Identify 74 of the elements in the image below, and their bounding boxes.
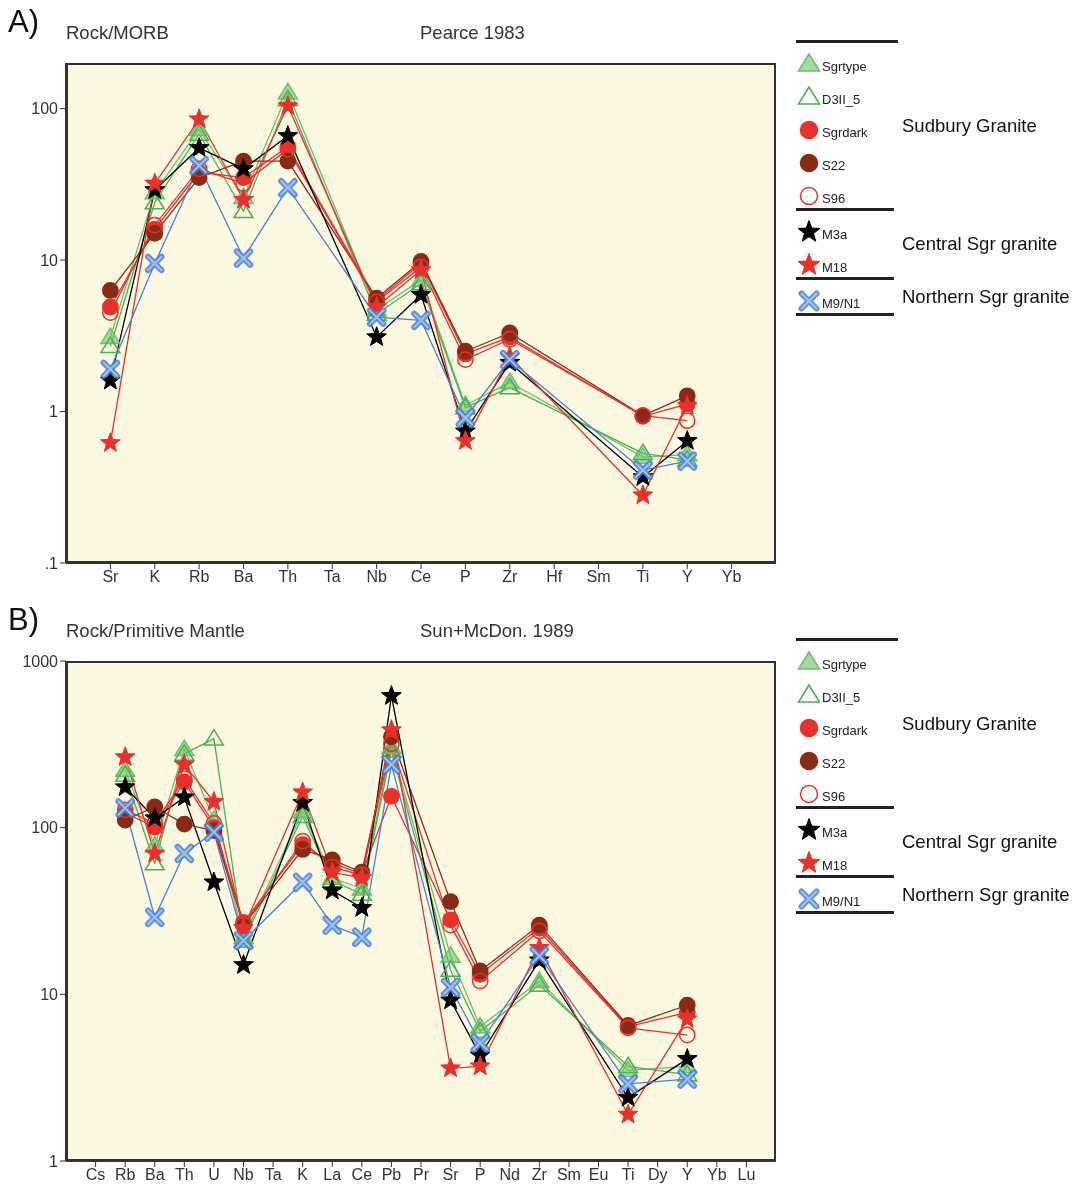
y-tick-label: 10 xyxy=(40,986,59,1004)
y-tick-label: 100 xyxy=(31,100,59,118)
x-tick-label: Ta xyxy=(264,1166,282,1184)
legend-label: D3II_5 xyxy=(822,690,861,705)
x-tick-label: Dy xyxy=(647,1166,668,1184)
legend-label: M3a xyxy=(822,227,848,242)
x-tick-label: Sr xyxy=(102,568,120,586)
y-tick-label: 1 xyxy=(49,1152,59,1170)
y-tick-label: 10 xyxy=(40,251,59,269)
x-tick-label: Yb xyxy=(721,568,742,586)
x-tick-label: Ti xyxy=(636,568,650,586)
y-tick-label: .1 xyxy=(44,554,59,572)
legend-label: M3a xyxy=(822,825,848,840)
x-tick-label: Y xyxy=(681,568,693,586)
legend-label: M18 xyxy=(822,260,848,275)
x-tick-label: P xyxy=(460,568,471,586)
legend-label: S22 xyxy=(822,158,846,173)
x-tick-label: U xyxy=(208,1166,220,1184)
x-tick-label: Y xyxy=(681,1166,693,1184)
x-tick-label: Th xyxy=(278,568,298,586)
legend-label: Sgrtype xyxy=(822,59,867,74)
x-tick-label: Zr xyxy=(531,1166,548,1184)
legend-label: M18 xyxy=(822,858,848,873)
legend-label: Sgrtype xyxy=(822,657,867,672)
x-tick-label: K xyxy=(149,568,161,586)
x-tick-label: Zr xyxy=(502,568,518,586)
legend-label: D3II_5 xyxy=(822,92,861,107)
legend-label: M9/N1 xyxy=(822,296,861,311)
x-tick-label: Ti xyxy=(621,1166,635,1184)
x-tick-label: Sm xyxy=(586,568,611,586)
legend-label: Sgrdark xyxy=(822,125,868,140)
x-tick-label: Nb xyxy=(366,568,387,586)
x-tick-label: La xyxy=(323,1166,342,1184)
chart-title: Sun+McDon. 1989 xyxy=(420,620,574,642)
x-tick-label: Lu xyxy=(737,1166,756,1184)
text: Northern Sgr granite xyxy=(902,883,1070,906)
x-tick-label: Cs xyxy=(85,1166,106,1184)
y-tick-label: 100 xyxy=(31,819,59,837)
y-tick-label: 1 xyxy=(49,403,59,421)
text: A) xyxy=(8,4,39,40)
x-tick-label: K xyxy=(297,1166,309,1184)
x-tick-label: Rb xyxy=(188,568,210,586)
chart-title: Pearce 1983 xyxy=(420,22,525,44)
x-tick-label: Rb xyxy=(114,1166,136,1184)
text: Central Sgr granite xyxy=(902,831,1058,853)
text: Northern Sgr granite xyxy=(902,285,1070,308)
y-axis-title: Rock/Primitive Mantle xyxy=(66,620,245,642)
x-tick-label: Pr xyxy=(413,1166,430,1184)
legend-label: M9/N1 xyxy=(822,894,861,909)
x-tick-label: Hf xyxy=(546,568,563,586)
x-tick-label: Ta xyxy=(323,568,341,586)
text: Sudbury Granite xyxy=(902,712,1037,735)
x-tick-label: Ce xyxy=(351,1166,373,1184)
text: Central Sgr granite xyxy=(902,233,1058,255)
x-tick-label: Eu xyxy=(588,1166,609,1184)
text: B) xyxy=(8,602,39,638)
legend-label: S96 xyxy=(822,191,846,206)
x-tick-label: Ce xyxy=(410,568,432,586)
x-tick-label: Ba xyxy=(233,568,254,586)
x-tick-label: Sm xyxy=(556,1166,581,1184)
legend-label: S96 xyxy=(822,789,846,804)
text: Sudbury Granite xyxy=(902,114,1037,137)
x-tick-label: Sr xyxy=(442,1166,460,1184)
y-tick-label: 1000 xyxy=(22,652,59,670)
x-tick-label: Nd xyxy=(499,1166,520,1184)
x-tick-label: P xyxy=(474,1166,486,1184)
x-tick-label: Yb xyxy=(707,1166,727,1184)
y-axis-title: Rock/MORB xyxy=(66,22,169,44)
legend-label: Sgrdark xyxy=(822,723,868,738)
x-tick-label: Th xyxy=(175,1166,194,1184)
legend-label: S22 xyxy=(822,756,846,771)
x-tick-label: Pb xyxy=(381,1166,402,1184)
x-tick-label: Ba xyxy=(144,1166,165,1184)
x-tick-label: Nb xyxy=(233,1166,254,1184)
